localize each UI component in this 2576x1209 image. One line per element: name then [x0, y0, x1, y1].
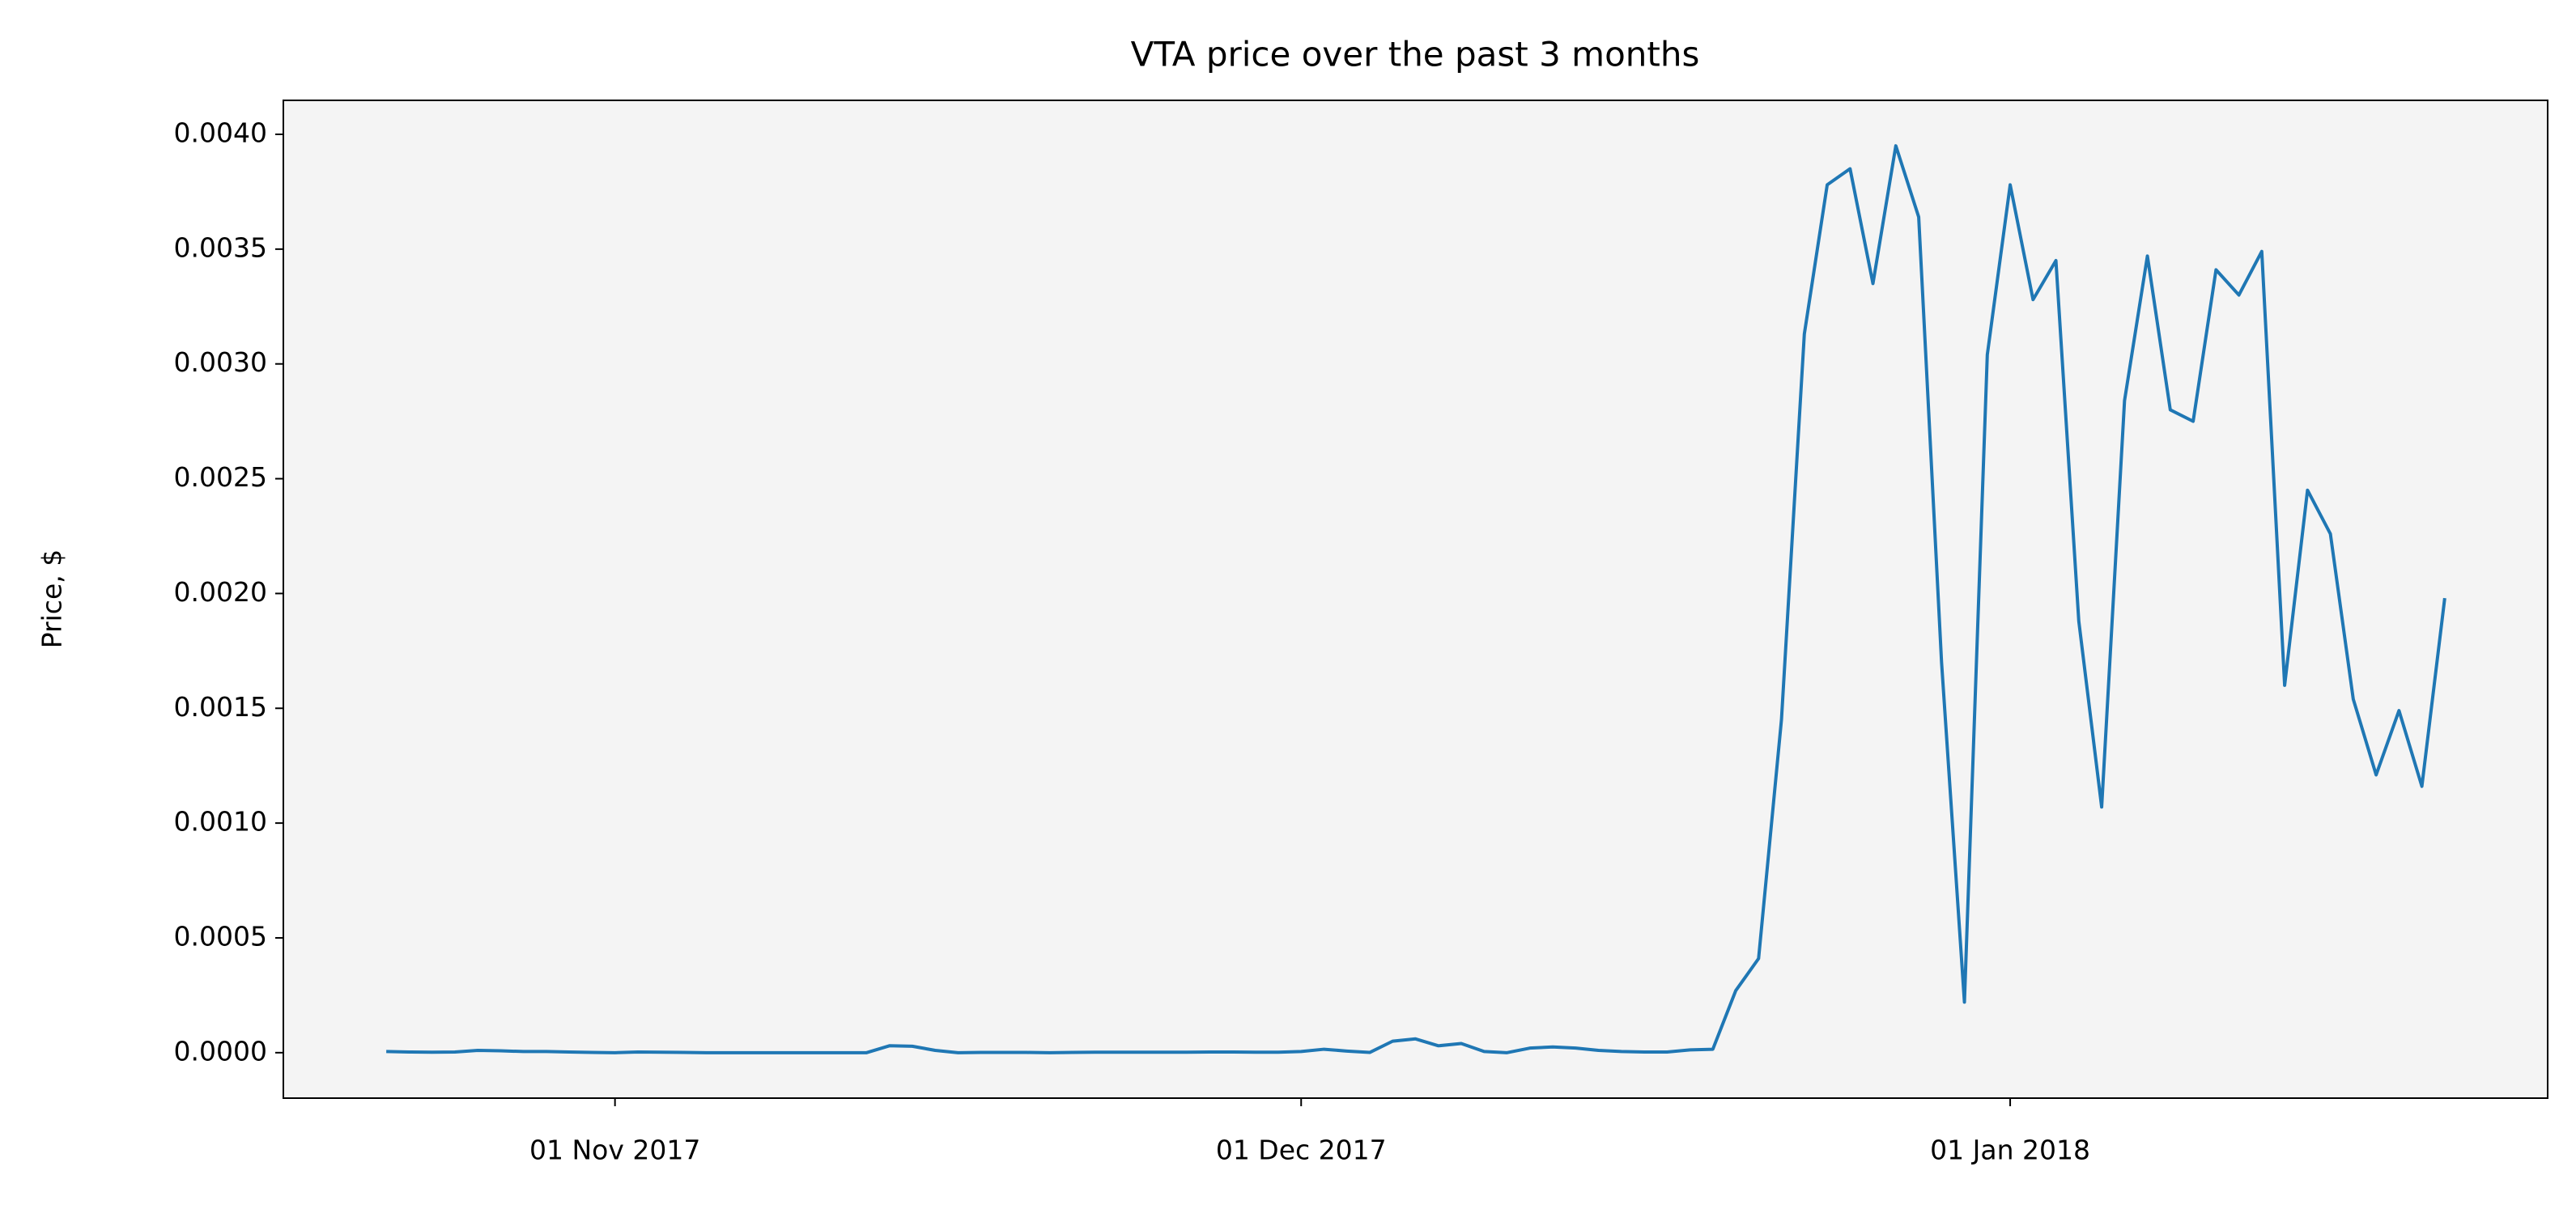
- plot-frame: [283, 100, 2548, 1099]
- plot-area: [283, 100, 2548, 1098]
- y-tick-label: 0.0005: [174, 920, 267, 952]
- y-tick-label: 0.0020: [174, 576, 267, 608]
- y-tick-label: 0.0040: [174, 117, 267, 148]
- chart-title: VTA price over the past 3 months: [1131, 35, 1700, 74]
- y-tick-label: 0.0035: [174, 231, 267, 263]
- y-tick-label: 0.0030: [174, 346, 267, 378]
- x-tick-label: 01 Nov 2017: [529, 1135, 700, 1166]
- y-axis-label: Price, $: [36, 549, 68, 648]
- y-tick-label: 0.0010: [174, 806, 267, 838]
- y-tick-label: 0.0025: [174, 461, 267, 493]
- price-line: [386, 144, 2446, 1054]
- x-tick-label: 01 Dec 2017: [1216, 1135, 1387, 1166]
- x-tick-label: 01 Jan 2018: [1930, 1135, 2090, 1166]
- y-tick-label: 0.0000: [174, 1035, 267, 1067]
- y-tick-label: 0.0015: [174, 691, 267, 723]
